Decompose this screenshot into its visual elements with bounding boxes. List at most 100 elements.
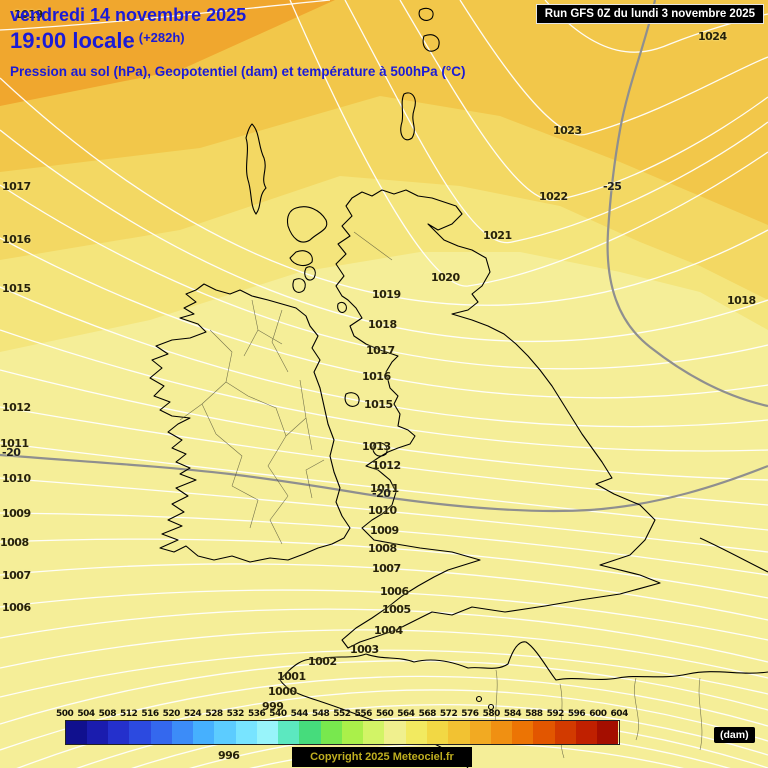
pressure-label: 1002 xyxy=(308,655,337,668)
scale-color-cell xyxy=(427,721,449,744)
isobar xyxy=(289,0,768,287)
scale-color-cell xyxy=(575,721,598,744)
pressure-label: 1017 xyxy=(366,344,395,357)
forecast-date: vendredi 14 novembre 2025 xyxy=(10,5,247,25)
pressure-label: 1000 xyxy=(268,685,297,698)
temperature-label: -20 xyxy=(2,446,21,459)
scale-color-cell xyxy=(384,721,406,744)
pressure-label: 1007 xyxy=(372,562,401,575)
pressure-label: 1008 xyxy=(0,536,29,549)
scale-tick-label: 592 xyxy=(546,709,565,719)
pressure-label: 1006 xyxy=(2,601,31,614)
pressure-label: 1020 xyxy=(431,271,460,284)
forecast-offset: (+282h) xyxy=(138,29,185,45)
pressure-label: 1018 xyxy=(368,318,397,331)
pressure-label: 1016 xyxy=(2,233,31,246)
pressure-label: 1023 xyxy=(553,124,582,137)
scale-color-cell xyxy=(150,721,172,744)
temperature-contours xyxy=(0,0,768,513)
pressure-label: 996 xyxy=(218,749,240,762)
isobar xyxy=(0,538,768,599)
scale-tick-label: 520 xyxy=(162,709,181,719)
isobar xyxy=(0,442,768,531)
island-isle-of-man xyxy=(344,392,360,407)
island-arran xyxy=(337,301,347,313)
scale-tick-label: 524 xyxy=(183,709,202,719)
scale-tick-label: 552 xyxy=(333,709,351,719)
island-chain-north xyxy=(400,92,416,141)
temperature-label: -25 xyxy=(603,180,622,193)
scale-color-cell xyxy=(512,721,534,744)
scale-color-cell xyxy=(256,721,279,744)
ireland-county-lines xyxy=(179,299,325,545)
island-channel-2 xyxy=(487,703,495,711)
scale-tick-label: 576 xyxy=(461,709,479,719)
scale-color-cell xyxy=(278,721,300,744)
pressure-label: 1011 xyxy=(370,482,399,495)
scale-color-cell xyxy=(554,721,576,744)
coast-netherlands xyxy=(699,537,768,573)
scale-tick-label: 604 xyxy=(610,709,629,719)
pressure-label: 999 xyxy=(262,700,284,713)
isobar xyxy=(0,512,768,576)
forecast-time: 19:00 locale (+282h) xyxy=(10,28,466,53)
pressure-label: 1001 xyxy=(277,670,306,683)
scale-color-cell xyxy=(108,721,130,744)
forecast-time-text: 19:00 locale xyxy=(10,27,135,53)
isobar xyxy=(76,703,768,768)
island-mull xyxy=(289,250,313,267)
scale-tick-label: 544 xyxy=(290,709,309,719)
pressure-label: 1015 xyxy=(364,398,393,411)
isobar xyxy=(0,369,768,481)
coast-ireland xyxy=(149,283,351,563)
pressure-label: 1019 xyxy=(372,288,401,301)
scale-tick-label: 572 xyxy=(439,709,458,719)
scale-color-cell xyxy=(86,721,109,744)
scale-tick-label: 588 xyxy=(525,709,543,719)
geopotential-scale: 500 504 508 512 516 520 524 528 532 536 540 544 548 5… xyxy=(54,709,630,745)
scale-color-cell xyxy=(448,721,470,744)
pressure-label: 1021 xyxy=(483,229,512,242)
copyright-strip: Copyright 2025 Meteociel.fr xyxy=(292,747,472,767)
band-orange xyxy=(0,0,335,106)
scotland-great-glen xyxy=(353,231,393,261)
isobar xyxy=(0,184,768,370)
scale-unit-badge: (dam) xyxy=(714,727,755,743)
scale-color-cell xyxy=(405,721,428,744)
pressure-label: 1010 xyxy=(2,472,31,485)
isobar xyxy=(0,329,768,452)
pressure-label: 1024 xyxy=(698,30,727,43)
pressure-label: 1012 xyxy=(2,401,31,414)
pressure-label: 1010 xyxy=(368,504,397,517)
pressure-label: 1015 xyxy=(2,282,31,295)
scale-tick-label: 596 xyxy=(567,709,586,719)
isobar xyxy=(459,0,768,136)
map-subtitle: Pression au sol (hPa), Geopotentiel (dam… xyxy=(10,63,466,79)
pressure-label: 1022 xyxy=(539,190,568,203)
pressure-label: 1003 xyxy=(350,643,379,656)
scale-tick-label: 540 xyxy=(269,709,287,719)
scale-color-cell xyxy=(363,721,385,744)
pressure-label: 1009 xyxy=(370,524,399,537)
scale-color-cell xyxy=(597,721,619,744)
scale-color-cell xyxy=(320,721,342,744)
island-anglesey xyxy=(372,442,388,457)
island-islay xyxy=(292,278,306,293)
isobar xyxy=(0,589,768,641)
run-info-box: Run GFS 0Z du lundi 3 novembre 2025 xyxy=(535,4,764,24)
island-jura xyxy=(304,266,316,281)
scale-color-cell xyxy=(490,721,513,744)
isobar xyxy=(0,406,768,506)
scale-tick-label: 560 xyxy=(375,709,394,719)
scale-color-cell xyxy=(235,721,257,744)
scale-tick-label: 504 xyxy=(77,709,95,719)
scale-tick-label: 528 xyxy=(205,709,223,719)
pressure-label: 1016 xyxy=(362,370,391,383)
scale-tick-label: 548 xyxy=(311,709,330,719)
scale-tick-label: 556 xyxy=(354,709,373,719)
island-orkney-2 xyxy=(422,34,440,52)
scale-tick-label: 536 xyxy=(247,709,266,719)
